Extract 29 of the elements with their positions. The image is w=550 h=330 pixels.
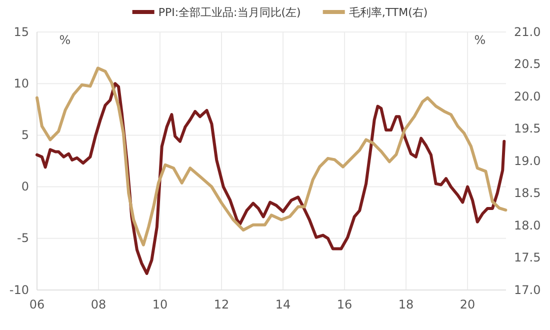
y-tick-label: 5: [21, 128, 29, 142]
y2-tick-label: 19.5: [514, 122, 541, 136]
y2-tick-label: 18.0: [514, 218, 541, 232]
y-tick-label: 10: [14, 76, 29, 90]
legend-label: 毛利率,TTM(右): [348, 6, 428, 19]
y-tick-label: -10: [9, 282, 29, 297]
y2-tick-label: 17.0: [514, 282, 541, 297]
y2-tick-label: 20.0: [514, 89, 541, 104]
x-tick-label: 18: [398, 298, 414, 312]
x-tick-label: 12: [214, 298, 230, 312]
x-tick-label: 14: [275, 298, 291, 312]
y2-axis-title: %: [474, 33, 486, 47]
y2-tick-label: 17.5: [514, 250, 541, 265]
y-axis-title: %: [59, 33, 71, 47]
y2-tick-label: 21.0: [514, 24, 541, 39]
y2-tick-label: 18.5: [514, 186, 541, 200]
x-tick-label: 08: [90, 298, 106, 312]
y-tick-label: 15: [14, 24, 29, 39]
x-tick-label: 20: [460, 298, 476, 312]
x-tick-label: 16: [336, 298, 352, 312]
y2-tick-label: 20.5: [514, 57, 541, 72]
legend-label: PPI:全部工业品:当月同比(左): [158, 6, 301, 19]
line-series: [36, 82, 506, 275]
y-tick-label: -5: [17, 231, 29, 246]
y-tick-label: 0: [21, 180, 29, 194]
x-tick-label: 10: [152, 298, 168, 312]
y2-tick-label: 19.0: [514, 154, 541, 168]
x-tick-label: 06: [29, 298, 45, 312]
line-series: [36, 66, 508, 246]
